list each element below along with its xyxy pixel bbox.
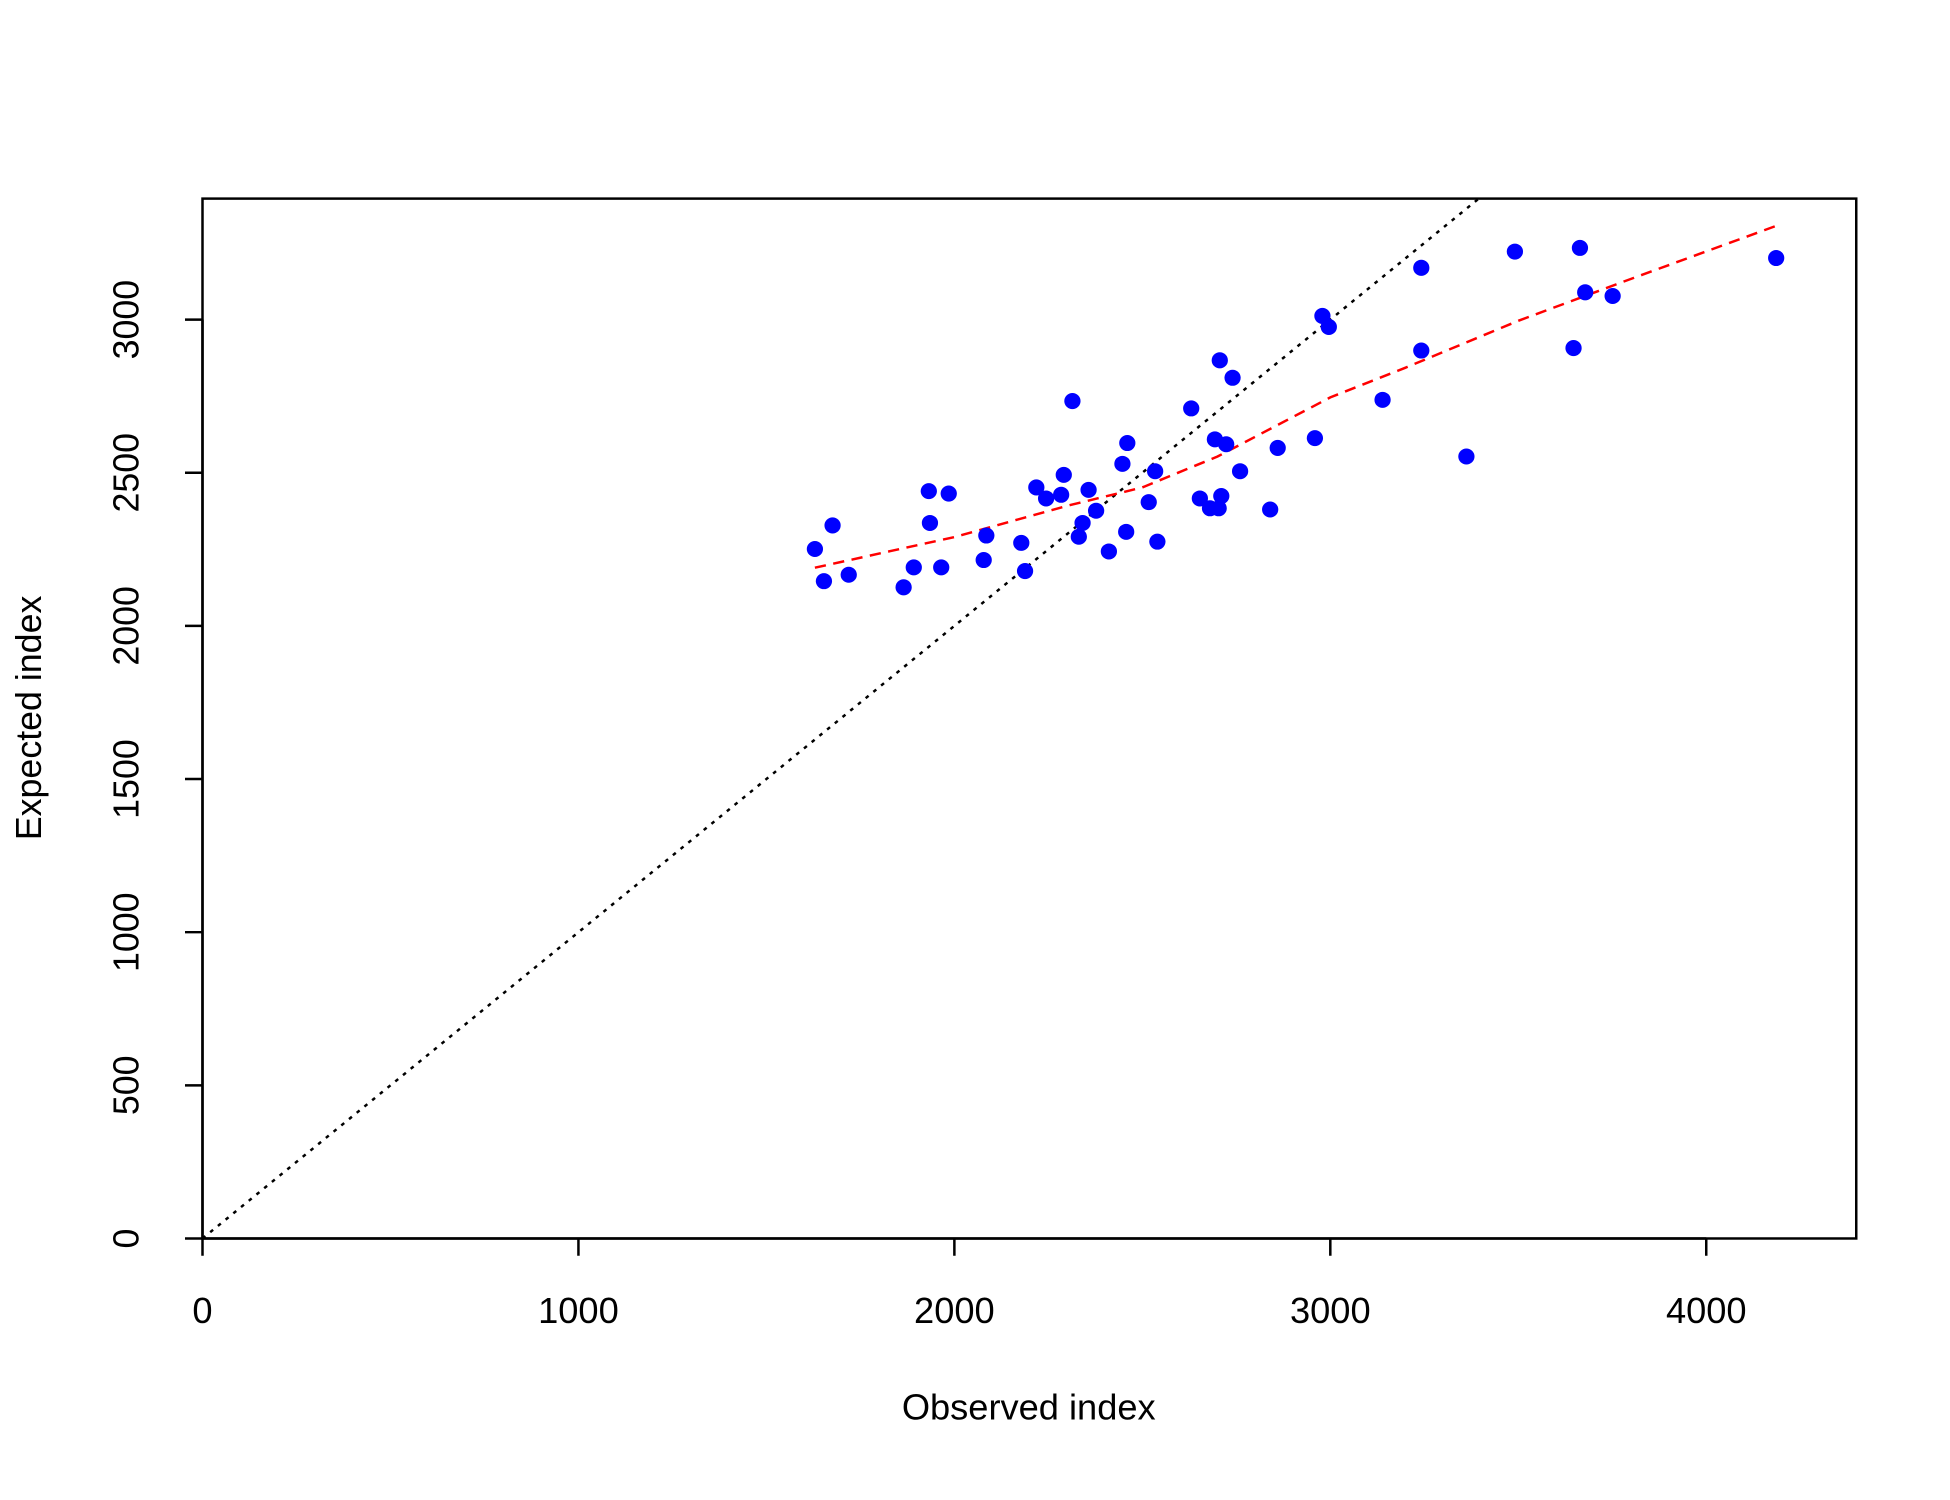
point [1213,488,1230,505]
point [815,573,833,590]
point [1506,243,1524,260]
point [1191,490,1208,507]
x-axis-title: Observed index [902,1387,1156,1428]
point [806,540,824,558]
point [1231,463,1249,480]
point [978,527,995,544]
point [1604,287,1621,305]
point [1100,543,1118,560]
point [1571,239,1589,256]
point [1768,250,1785,267]
x-tick-label: 3000 [1290,1290,1371,1331]
y-tick-label: 1000 [105,892,146,972]
point [824,517,841,534]
point [1087,502,1105,519]
y-tick-label: 2500 [105,433,146,513]
point [1064,393,1081,410]
point [905,559,922,576]
point [933,559,950,576]
plot-area [202,198,1785,1239]
point [1070,528,1087,545]
y-tick-label: 2000 [105,586,146,666]
point [1119,435,1136,452]
point [1306,430,1324,447]
point [1218,436,1235,453]
point [1224,369,1241,386]
point [920,483,937,500]
plot-box [201,197,1858,1240]
point [1458,448,1475,465]
point [921,514,939,531]
y-tick-label: 500 [105,1055,146,1115]
x-tick-label: 4000 [1666,1290,1747,1331]
point [1016,563,1034,580]
y-tick-label: 1500 [105,739,146,819]
point [1053,486,1070,503]
point [840,566,857,583]
point [895,579,912,596]
point [1413,259,1430,276]
point [1413,342,1430,359]
point [1037,490,1055,507]
x-tick-label: 0 [192,1290,212,1331]
point [1149,533,1166,550]
point [1118,523,1135,540]
point [1013,534,1030,551]
point [1080,481,1097,498]
point [1320,318,1337,335]
point [1147,463,1164,480]
point [1269,439,1286,456]
trend-line [814,224,1777,569]
point [1565,340,1582,357]
point [1074,514,1091,531]
point [1211,352,1228,369]
point [1577,284,1594,301]
point [1055,466,1072,483]
point [940,485,957,502]
point [1028,479,1045,496]
point [1183,400,1200,417]
point [975,552,992,569]
x-tick-label: 2000 [914,1290,995,1331]
y-tick-label: 3000 [105,280,146,360]
y-tick-label: 0 [105,1229,146,1249]
point [1262,501,1279,518]
identity-line [202,198,1480,1239]
point [1374,391,1391,408]
point [1210,500,1227,517]
y-axis-title: Expected index [8,596,49,841]
point [1140,494,1157,511]
point [1114,455,1131,472]
x-tick-label: 1000 [538,1290,619,1331]
